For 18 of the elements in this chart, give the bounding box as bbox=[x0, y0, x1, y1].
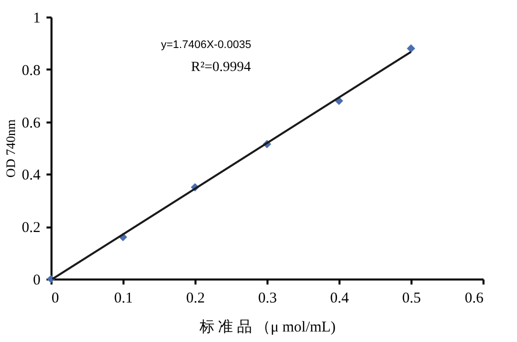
y-tick-label: 0.8 bbox=[22, 62, 40, 79]
y-tick-label: 0 bbox=[33, 272, 40, 288]
y-axis-title: OD 740nm bbox=[2, 119, 18, 178]
annotation: R²=0.9994 bbox=[191, 60, 251, 75]
x-tick-label: 0.6 bbox=[464, 290, 484, 306]
y-tick-label: 0.6 bbox=[22, 115, 41, 132]
y-tick-label: 0.2 bbox=[22, 220, 40, 236]
x-tick-label: 0.5 bbox=[402, 290, 421, 306]
x-tick-label: 0.3 bbox=[258, 290, 277, 306]
y-tick-label: 0.4 bbox=[22, 168, 41, 184]
x-tick-label: 0.4 bbox=[330, 290, 350, 306]
annotation: y=1.7406X-0.0035 bbox=[161, 39, 252, 51]
x-axis-title: 标 准 品 （μ mol/mL) bbox=[198, 318, 336, 336]
y-tick-label: 1 bbox=[33, 10, 40, 26]
x-tick-label: 0.1 bbox=[114, 290, 133, 306]
x-tick-label: 0 bbox=[52, 290, 59, 306]
x-tick-label: 0.2 bbox=[186, 290, 205, 306]
point bbox=[406, 44, 416, 53]
